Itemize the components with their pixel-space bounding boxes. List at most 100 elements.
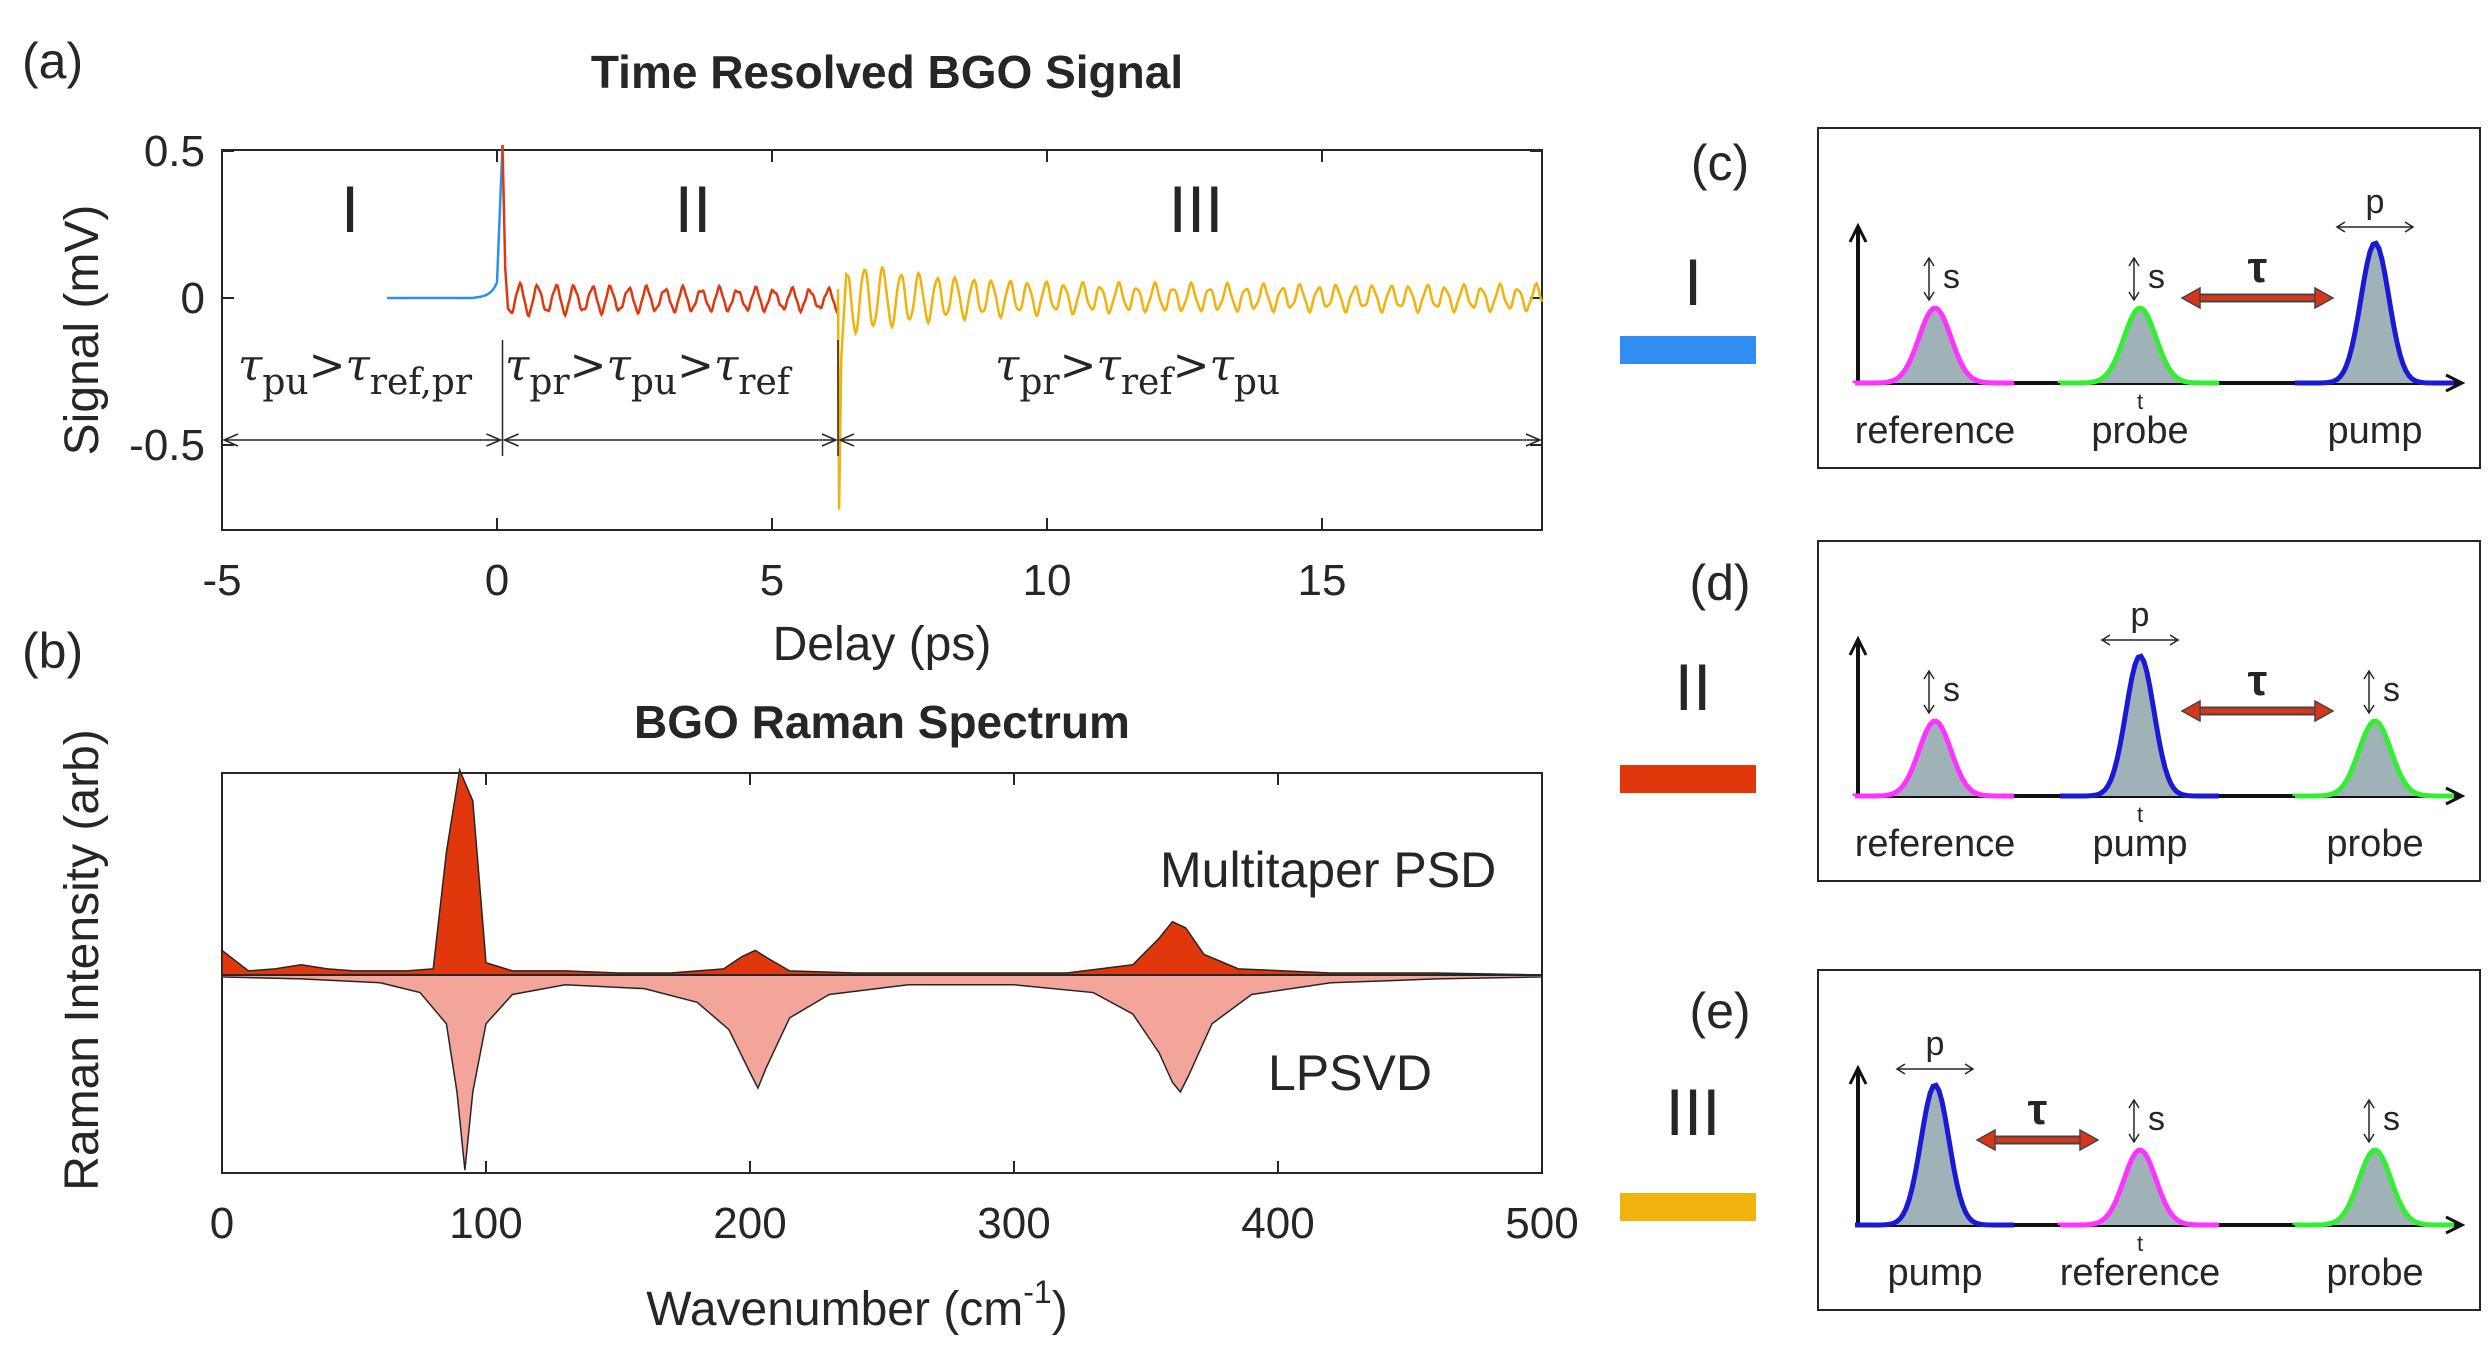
panel-label-b: (b) bbox=[22, 623, 83, 679]
short-pulse-label: s bbox=[2148, 1100, 2165, 1138]
series-name-lpsvd: LPSVD bbox=[1268, 1045, 1432, 1101]
arrow-head bbox=[838, 433, 855, 447]
diagram-letter: (d) bbox=[1689, 555, 1750, 611]
axis-arrow-head bbox=[2445, 373, 2466, 393]
chart-b-ylabel: Raman Intensity (arb) bbox=[56, 729, 109, 1191]
short-pulse-label: s bbox=[2148, 258, 2165, 296]
arrow-head bbox=[1923, 291, 1935, 302]
short-pulse-label: s bbox=[2383, 671, 2400, 709]
pump-pulse-fill bbox=[1855, 1085, 2015, 1225]
x-tick-label: 0 bbox=[210, 1199, 234, 1248]
diagram-frame bbox=[1817, 540, 2481, 882]
row-color-bar bbox=[1620, 336, 1756, 364]
x-tick-label: 0 bbox=[485, 556, 509, 605]
arrow-head bbox=[1923, 669, 1935, 680]
chart-a-title: Time Resolved BGO Signal bbox=[591, 46, 1183, 98]
arrow-head bbox=[2363, 1133, 2375, 1144]
probe-pulse-fill bbox=[2295, 1150, 2455, 1225]
x-tick-label: 15 bbox=[1298, 556, 1347, 605]
chart-a-signal bbox=[387, 145, 1544, 510]
position-label: pump bbox=[2092, 823, 2187, 865]
signal-region-I bbox=[387, 145, 504, 300]
reference-pulse-fill bbox=[1855, 721, 2015, 796]
diagram-e: (e) III p pump s reference s probe t τ bbox=[1620, 969, 2481, 1311]
reference-pulse-outline bbox=[1854, 718, 2015, 799]
pump-pulse-fill bbox=[2060, 656, 2220, 796]
position-label: probe bbox=[2091, 410, 2188, 452]
signal-region-II bbox=[501, 145, 839, 318]
arrow-head bbox=[2404, 221, 2415, 233]
condition-text: τpr>τpu>τref bbox=[505, 340, 793, 403]
condition-text: τpr>τref>τpu bbox=[995, 340, 1280, 403]
arrow-head bbox=[2128, 1133, 2140, 1144]
row-color-bar bbox=[1620, 765, 1756, 793]
tau-arrow-head bbox=[2180, 286, 2201, 310]
x-tick-label: 10 bbox=[1023, 556, 1072, 605]
arrow-head bbox=[2128, 291, 2140, 302]
chart-b-ticks: 0 100 200 300 400 500 bbox=[210, 773, 1579, 1248]
position-label: probe bbox=[2326, 1252, 2423, 1294]
condition-text: τpu>τref,pr bbox=[238, 340, 473, 403]
position-label: reference bbox=[2060, 1252, 2221, 1294]
arrow-head bbox=[2363, 669, 2375, 680]
diagram-letter: (e) bbox=[1689, 983, 1750, 1039]
chart-b-series bbox=[221, 767, 1543, 1171]
position-label: reference bbox=[1855, 823, 2016, 865]
reference-pulse-fill bbox=[2060, 1150, 2220, 1225]
pump-width-label: p bbox=[2366, 183, 2385, 221]
chart-a-xlabel: Delay (ps) bbox=[773, 618, 992, 671]
arrow-head bbox=[821, 433, 838, 447]
x-tick-label: 500 bbox=[1505, 1199, 1578, 1248]
x-tick-label: 100 bbox=[449, 1199, 522, 1248]
tau-arrow-head bbox=[1975, 1128, 1996, 1152]
axis-arrow-head bbox=[2445, 1215, 2466, 1235]
tau-label: τ bbox=[2248, 243, 2268, 292]
t-marker: t bbox=[2137, 1231, 2143, 1256]
short-pulse-label: s bbox=[1943, 258, 1960, 296]
tau-arrow-head bbox=[2180, 699, 2201, 723]
arrow-head bbox=[222, 433, 239, 447]
arrow-head bbox=[2100, 634, 2111, 646]
series-multitaper-psd-area bbox=[221, 767, 1543, 976]
pump-pulse-outline bbox=[2060, 653, 2219, 799]
pump-pulse-fill bbox=[2295, 243, 2455, 383]
chart-a-ylabel: Signal (mV) bbox=[56, 205, 109, 456]
arrow-head bbox=[502, 433, 519, 447]
arrow-head bbox=[2363, 704, 2375, 715]
reference-pulse-fill bbox=[1855, 308, 2015, 383]
axis-arrow-head bbox=[2445, 786, 2466, 806]
arrow-head bbox=[486, 433, 503, 447]
arrow-head bbox=[1923, 256, 1935, 267]
chart-b-xlabel: Wavenumber (cm-1) bbox=[646, 1274, 1067, 1336]
t-marker: t bbox=[2137, 389, 2143, 414]
panel-label-a: (a) bbox=[22, 33, 83, 89]
arrow-head bbox=[1923, 704, 1935, 715]
series-lpsvd-area bbox=[221, 974, 1543, 1171]
reference-pulse-outline bbox=[1854, 305, 2015, 386]
arrow-head bbox=[1895, 1063, 1906, 1075]
short-pulse-label: s bbox=[1943, 671, 1960, 709]
y-tick-label: 0 bbox=[181, 274, 205, 323]
pump-pulse-outline bbox=[2295, 240, 2454, 386]
probe-pulse-outline bbox=[2059, 305, 2220, 386]
tau-arrow-head bbox=[2314, 286, 2335, 310]
chart-a-ticks: -5 0 5 10 15 0.5 0 -0.5 bbox=[129, 127, 1542, 605]
probe-pulse-outline bbox=[2295, 1147, 2454, 1228]
x-tick-label: 400 bbox=[1241, 1199, 1314, 1248]
axis-arrow-head bbox=[1848, 222, 1868, 243]
signal-region-III bbox=[836, 265, 1544, 510]
reference-pulse-outline bbox=[2060, 1147, 2219, 1228]
diagram-d: (d) II s reference p pump s probe t τ bbox=[1620, 540, 2481, 882]
arrow-head bbox=[2128, 256, 2140, 267]
probe-pulse-fill bbox=[2295, 721, 2455, 796]
tau-arrow-head bbox=[2079, 1128, 2100, 1152]
x-tick-label: 300 bbox=[977, 1199, 1050, 1248]
pump-width-label: p bbox=[2131, 596, 2150, 634]
diagram-frame bbox=[1817, 127, 2481, 469]
pump-width-label: p bbox=[1926, 1025, 1945, 1063]
tau-label: τ bbox=[2248, 656, 2268, 705]
position-label: reference bbox=[1855, 410, 2016, 452]
axis-arrow-head bbox=[1848, 1064, 1868, 1085]
